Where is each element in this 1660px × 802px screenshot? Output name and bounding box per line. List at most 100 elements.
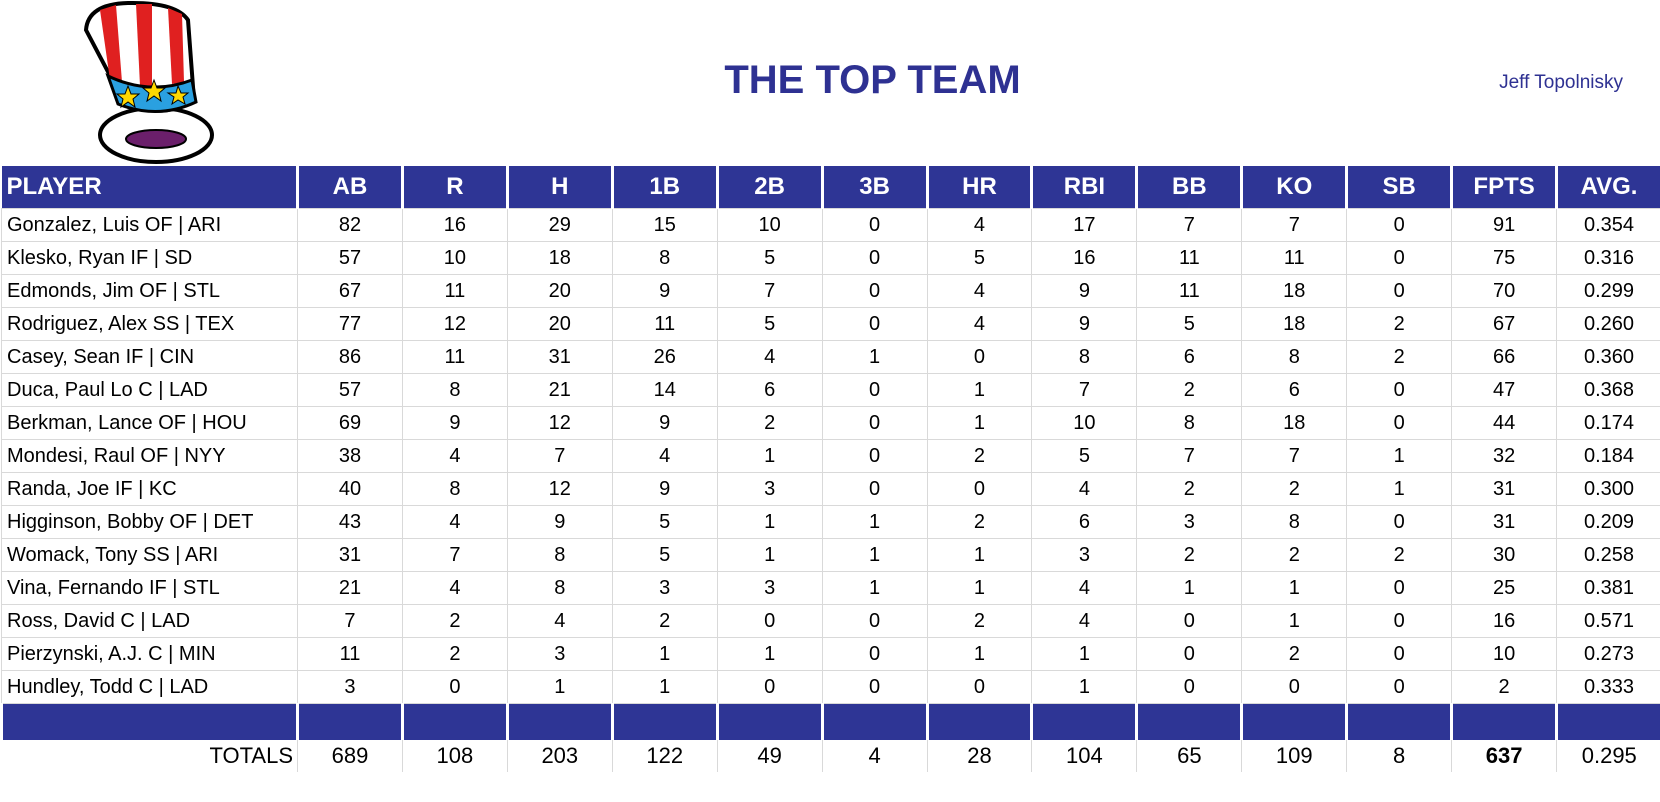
stat-cell: 0 xyxy=(1346,274,1453,308)
stat-cell: 10 xyxy=(1451,637,1558,671)
stat-cell: 16 xyxy=(1031,241,1138,275)
stat-cell: 3 xyxy=(506,637,613,671)
stat-cell: 6 xyxy=(1136,340,1243,374)
stat-cell: 8 xyxy=(401,472,508,506)
stat-cell: 8 xyxy=(401,373,508,407)
total-cell: 65 xyxy=(1136,740,1242,772)
column-header: HR xyxy=(925,166,1034,209)
stat-cell: 5 xyxy=(611,505,718,539)
column-header: AVG. xyxy=(1555,166,1660,209)
stat-cell: 25 xyxy=(1451,571,1558,605)
player-row: Mondesi, Raul OF | NYY 38 4 7 4 1 0 2 5 7 7 1 32 0.18… xyxy=(1,439,1660,473)
player-name: Edmonds, Jim OF | STL xyxy=(1,274,298,308)
stat-cell: 7 xyxy=(716,274,823,308)
header-row: PLAYER AB R H 1B 2B 3B HR RBI BB KO SB FPTS AVG. xyxy=(1,166,1660,209)
stat-cell: 7 xyxy=(401,538,508,572)
stat-cell: 0 xyxy=(821,373,928,407)
stat-cell: 4 xyxy=(506,604,613,638)
column-header: RBI xyxy=(1030,166,1139,209)
column-header: PLAYER xyxy=(1,166,299,209)
stat-cell: 5 xyxy=(926,241,1033,275)
player-row: Hundley, Todd C | LAD 3 0 1 1 0 0 0 1 0 0 0 2 0.333 xyxy=(1,670,1660,704)
stat-cell: 5 xyxy=(611,538,718,572)
spacer-cell xyxy=(0,703,299,740)
stat-cell: 1 xyxy=(821,340,928,374)
stat-cell: 67 xyxy=(1451,307,1558,341)
stat-cell: 91 xyxy=(1451,208,1558,242)
stat-cell: 0.299 xyxy=(1556,274,1660,308)
total-cell: 108 xyxy=(401,740,508,772)
spacer-cell xyxy=(1450,703,1559,740)
stat-cell: 9 xyxy=(611,472,718,506)
stat-cell: 26 xyxy=(611,340,718,374)
column-header: KO xyxy=(1240,166,1349,209)
hat-logo xyxy=(83,0,214,164)
stat-cell: 0 xyxy=(401,670,508,704)
stat-cell: 18 xyxy=(1241,307,1348,341)
stat-cell: 12 xyxy=(401,307,508,341)
stat-cell: 32 xyxy=(1451,439,1558,473)
stat-cell: 7 xyxy=(1241,439,1348,473)
stat-cell: 3 xyxy=(611,571,718,605)
column-header: BB xyxy=(1135,166,1244,209)
stat-cell: 2 xyxy=(401,604,508,638)
stat-cell: 18 xyxy=(506,241,613,275)
total-cell: 4 xyxy=(821,740,928,772)
stat-cell: 0 xyxy=(1346,571,1453,605)
stat-cell: 3 xyxy=(716,472,823,506)
stat-cell: 0.258 xyxy=(1556,538,1660,572)
stat-cell: 4 xyxy=(716,340,823,374)
player-row: Gonzalez, Luis OF | ARI 82 16 29 15 10 0 4 17 7 7 0… xyxy=(1,208,1660,242)
player-name: Womack, Tony SS | ARI xyxy=(1,538,298,572)
stat-cell: 7 xyxy=(1136,208,1243,242)
stat-cell: 2 xyxy=(716,406,823,440)
stat-cell: 0 xyxy=(1136,604,1243,638)
stat-cell: 11 xyxy=(611,307,718,341)
stat-cell: 8 xyxy=(1136,406,1243,440)
stat-cell: 5 xyxy=(716,307,823,341)
stat-cell: 4 xyxy=(1031,604,1138,638)
stat-cell: 0.184 xyxy=(1556,439,1660,473)
stat-cell: 7 xyxy=(1031,373,1138,407)
stat-cell: 11 xyxy=(401,340,508,374)
stat-cell: 10 xyxy=(716,208,823,242)
stat-cell: 4 xyxy=(1031,472,1138,506)
stat-cell: 12 xyxy=(506,406,613,440)
column-header: 2B xyxy=(715,166,824,209)
stat-cell: 1 xyxy=(506,670,613,704)
stat-cell: 0.316 xyxy=(1556,241,1660,275)
owner-name: Jeff Topolnisky xyxy=(1499,72,1623,93)
stat-cell: 0 xyxy=(1136,637,1243,671)
stat-cell: 0 xyxy=(1346,208,1453,242)
stat-cell: 3 xyxy=(1136,505,1243,539)
column-header: 1B xyxy=(610,166,719,209)
stat-cell: 29 xyxy=(506,208,613,242)
stat-cell: 1 xyxy=(1241,571,1348,605)
stat-cell: 82 xyxy=(297,208,403,242)
stat-cell: 1 xyxy=(1136,571,1243,605)
stat-cell: 2 xyxy=(1136,472,1243,506)
stat-cell: 16 xyxy=(1451,604,1558,638)
stat-cell: 0 xyxy=(821,670,928,704)
stat-cell: 0 xyxy=(1346,637,1453,671)
column-header: AB xyxy=(296,166,404,209)
total-cell: 0.295 xyxy=(1556,740,1660,772)
total-cell: 49 xyxy=(716,740,823,772)
stat-cell: 4 xyxy=(1031,571,1138,605)
spacer-cell xyxy=(1135,703,1244,740)
spacer-cell xyxy=(1555,703,1660,740)
player-name: Mondesi, Raul OF | NYY xyxy=(1,439,298,473)
player-row: Vina, Fernando IF | STL 21 4 8 3 3 1 1 4 1 1 0 25 0.3… xyxy=(1,571,1660,605)
stat-cell: 11 xyxy=(1136,241,1243,275)
stat-cell: 0 xyxy=(926,472,1033,506)
stat-cell: 2 xyxy=(926,505,1033,539)
player-name: Randa, Joe IF | KC xyxy=(1,472,298,506)
stat-cell: 1 xyxy=(821,538,928,572)
spacer-cell xyxy=(1030,703,1139,740)
total-cell: 637 xyxy=(1451,740,1557,772)
spacer-cell xyxy=(296,703,404,740)
stat-cell: 3 xyxy=(716,571,823,605)
stat-cell: 4 xyxy=(926,208,1033,242)
column-header: R xyxy=(400,166,509,209)
